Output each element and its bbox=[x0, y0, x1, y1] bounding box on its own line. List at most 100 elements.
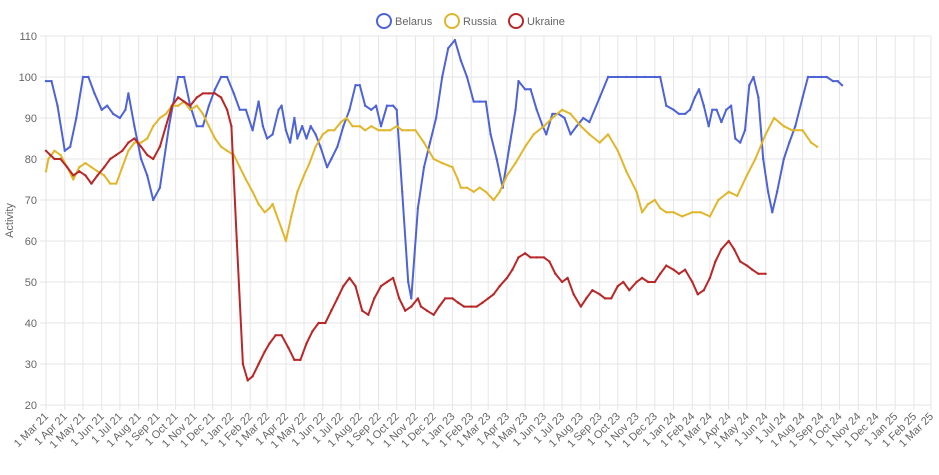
data-point-russia bbox=[764, 133, 767, 136]
data-point-ukraine bbox=[665, 264, 668, 267]
data-point-russia bbox=[121, 166, 124, 169]
data-point-belarus bbox=[635, 75, 638, 79]
data-point-russia bbox=[345, 116, 348, 120]
data-point-ukraine bbox=[127, 141, 130, 144]
data-point-ukraine bbox=[305, 342, 308, 345]
data-point-belarus bbox=[401, 190, 404, 193]
data-point-ukraine bbox=[683, 268, 687, 271]
data-point-russia bbox=[484, 190, 487, 193]
grid bbox=[40, 35, 932, 410]
data-point-russia bbox=[635, 190, 638, 193]
data-point-russia bbox=[422, 141, 426, 144]
data-point-belarus bbox=[598, 96, 601, 99]
data-point-russia bbox=[727, 190, 730, 193]
data-point-belarus bbox=[788, 141, 791, 144]
data-point-belarus bbox=[127, 92, 130, 95]
data-point-ukraine bbox=[246, 379, 249, 382]
data-point-russia bbox=[745, 174, 749, 177]
data-point-belarus bbox=[523, 88, 527, 91]
legend-item-russia[interactable]: Russia bbox=[444, 13, 498, 29]
data-point-ukraine bbox=[653, 280, 656, 284]
data-point-ukraine bbox=[225, 108, 229, 112]
data-point-russia bbox=[809, 141, 813, 144]
data-point-ukraine bbox=[391, 276, 395, 280]
data-point-ukraine bbox=[367, 313, 370, 316]
data-point-ukraine bbox=[492, 293, 495, 296]
data-point-russia bbox=[542, 125, 546, 128]
data-point-ukraine bbox=[342, 284, 345, 288]
data-point-belarus bbox=[465, 75, 469, 79]
data-point-belarus bbox=[330, 157, 333, 161]
data-point-ukraine bbox=[219, 96, 223, 99]
data-point-belarus bbox=[385, 104, 389, 107]
data-point-ukraine bbox=[379, 284, 383, 288]
data-point-ukraine bbox=[103, 166, 106, 169]
data-point-ukraine bbox=[213, 92, 217, 95]
data-point-ukraine bbox=[572, 293, 575, 296]
data-point-ukraine bbox=[432, 313, 435, 316]
data-point-russia bbox=[339, 120, 343, 124]
data-point-russia bbox=[717, 198, 720, 202]
y-tick-label: 30 bbox=[25, 359, 37, 371]
y-tick-label: 90 bbox=[25, 113, 37, 125]
legend-item-ukraine[interactable]: Ukraine bbox=[508, 13, 565, 29]
data-point-ukraine bbox=[164, 125, 168, 128]
data-point-russia bbox=[302, 174, 306, 177]
data-point-belarus bbox=[693, 96, 696, 99]
data-point-belarus bbox=[434, 116, 438, 120]
data-point-ukraine bbox=[739, 260, 742, 263]
data-point-belarus bbox=[207, 104, 211, 107]
data-point-belarus bbox=[825, 75, 828, 79]
data-point-belarus bbox=[106, 104, 109, 107]
data-point-russia bbox=[90, 166, 93, 169]
data-point-ukraine bbox=[189, 104, 192, 107]
data-point-belarus bbox=[677, 112, 681, 116]
series-line-belarus bbox=[46, 39, 843, 300]
data-point-ukraine bbox=[336, 297, 339, 300]
data-point-russia bbox=[691, 211, 694, 214]
data-point-russia bbox=[44, 170, 48, 173]
data-point-belarus bbox=[478, 100, 481, 103]
data-point-russia bbox=[370, 125, 373, 128]
data-point-russia bbox=[782, 125, 785, 128]
data-point-ukraine bbox=[398, 297, 401, 300]
data-point-ukraine bbox=[764, 272, 767, 275]
data-point-ukraine bbox=[498, 284, 501, 288]
data-point-ukraine bbox=[475, 305, 478, 308]
legend[interactable]: Belarus Russia Ukraine bbox=[376, 13, 565, 29]
data-point-russia bbox=[625, 170, 628, 173]
data-point-ukraine bbox=[548, 260, 551, 263]
data-point-russia bbox=[801, 129, 804, 132]
y-axis-title: Activity bbox=[4, 203, 16, 238]
data-point-ukraine bbox=[646, 280, 650, 284]
data-point-ukraine bbox=[241, 362, 245, 366]
data-point-belarus bbox=[428, 141, 432, 144]
data-point-ukraine bbox=[542, 256, 546, 259]
data-point-russia bbox=[665, 211, 668, 214]
data-point-ukraine bbox=[293, 358, 296, 362]
legend-item-belarus[interactable]: Belarus bbox=[376, 13, 433, 29]
data-point-ukraine bbox=[640, 276, 644, 280]
data-point-ukraine bbox=[207, 92, 211, 95]
data-point-russia bbox=[472, 190, 475, 193]
data-point-ukraine bbox=[133, 137, 136, 140]
data-point-ukraine bbox=[727, 239, 730, 243]
data-point-belarus bbox=[213, 88, 217, 91]
data-point-russia bbox=[133, 141, 136, 144]
data-point-russia bbox=[225, 149, 229, 152]
data-point-russia bbox=[407, 129, 410, 132]
data-point-belarus bbox=[182, 75, 186, 79]
data-point-belarus bbox=[752, 75, 755, 79]
data-point-belarus bbox=[293, 116, 296, 120]
data-point-ukraine bbox=[115, 153, 118, 157]
data-point-belarus bbox=[265, 137, 269, 140]
data-point-belarus bbox=[757, 96, 760, 99]
data-point-belarus bbox=[358, 84, 361, 87]
data-point-ukraine bbox=[176, 96, 180, 99]
data-point-ukraine bbox=[251, 375, 254, 378]
data-point-russia bbox=[333, 129, 336, 132]
data-point-belarus bbox=[238, 108, 241, 112]
data-point-russia bbox=[72, 178, 75, 181]
data-point-ukraine bbox=[330, 309, 333, 312]
data-point-belarus bbox=[775, 190, 779, 193]
